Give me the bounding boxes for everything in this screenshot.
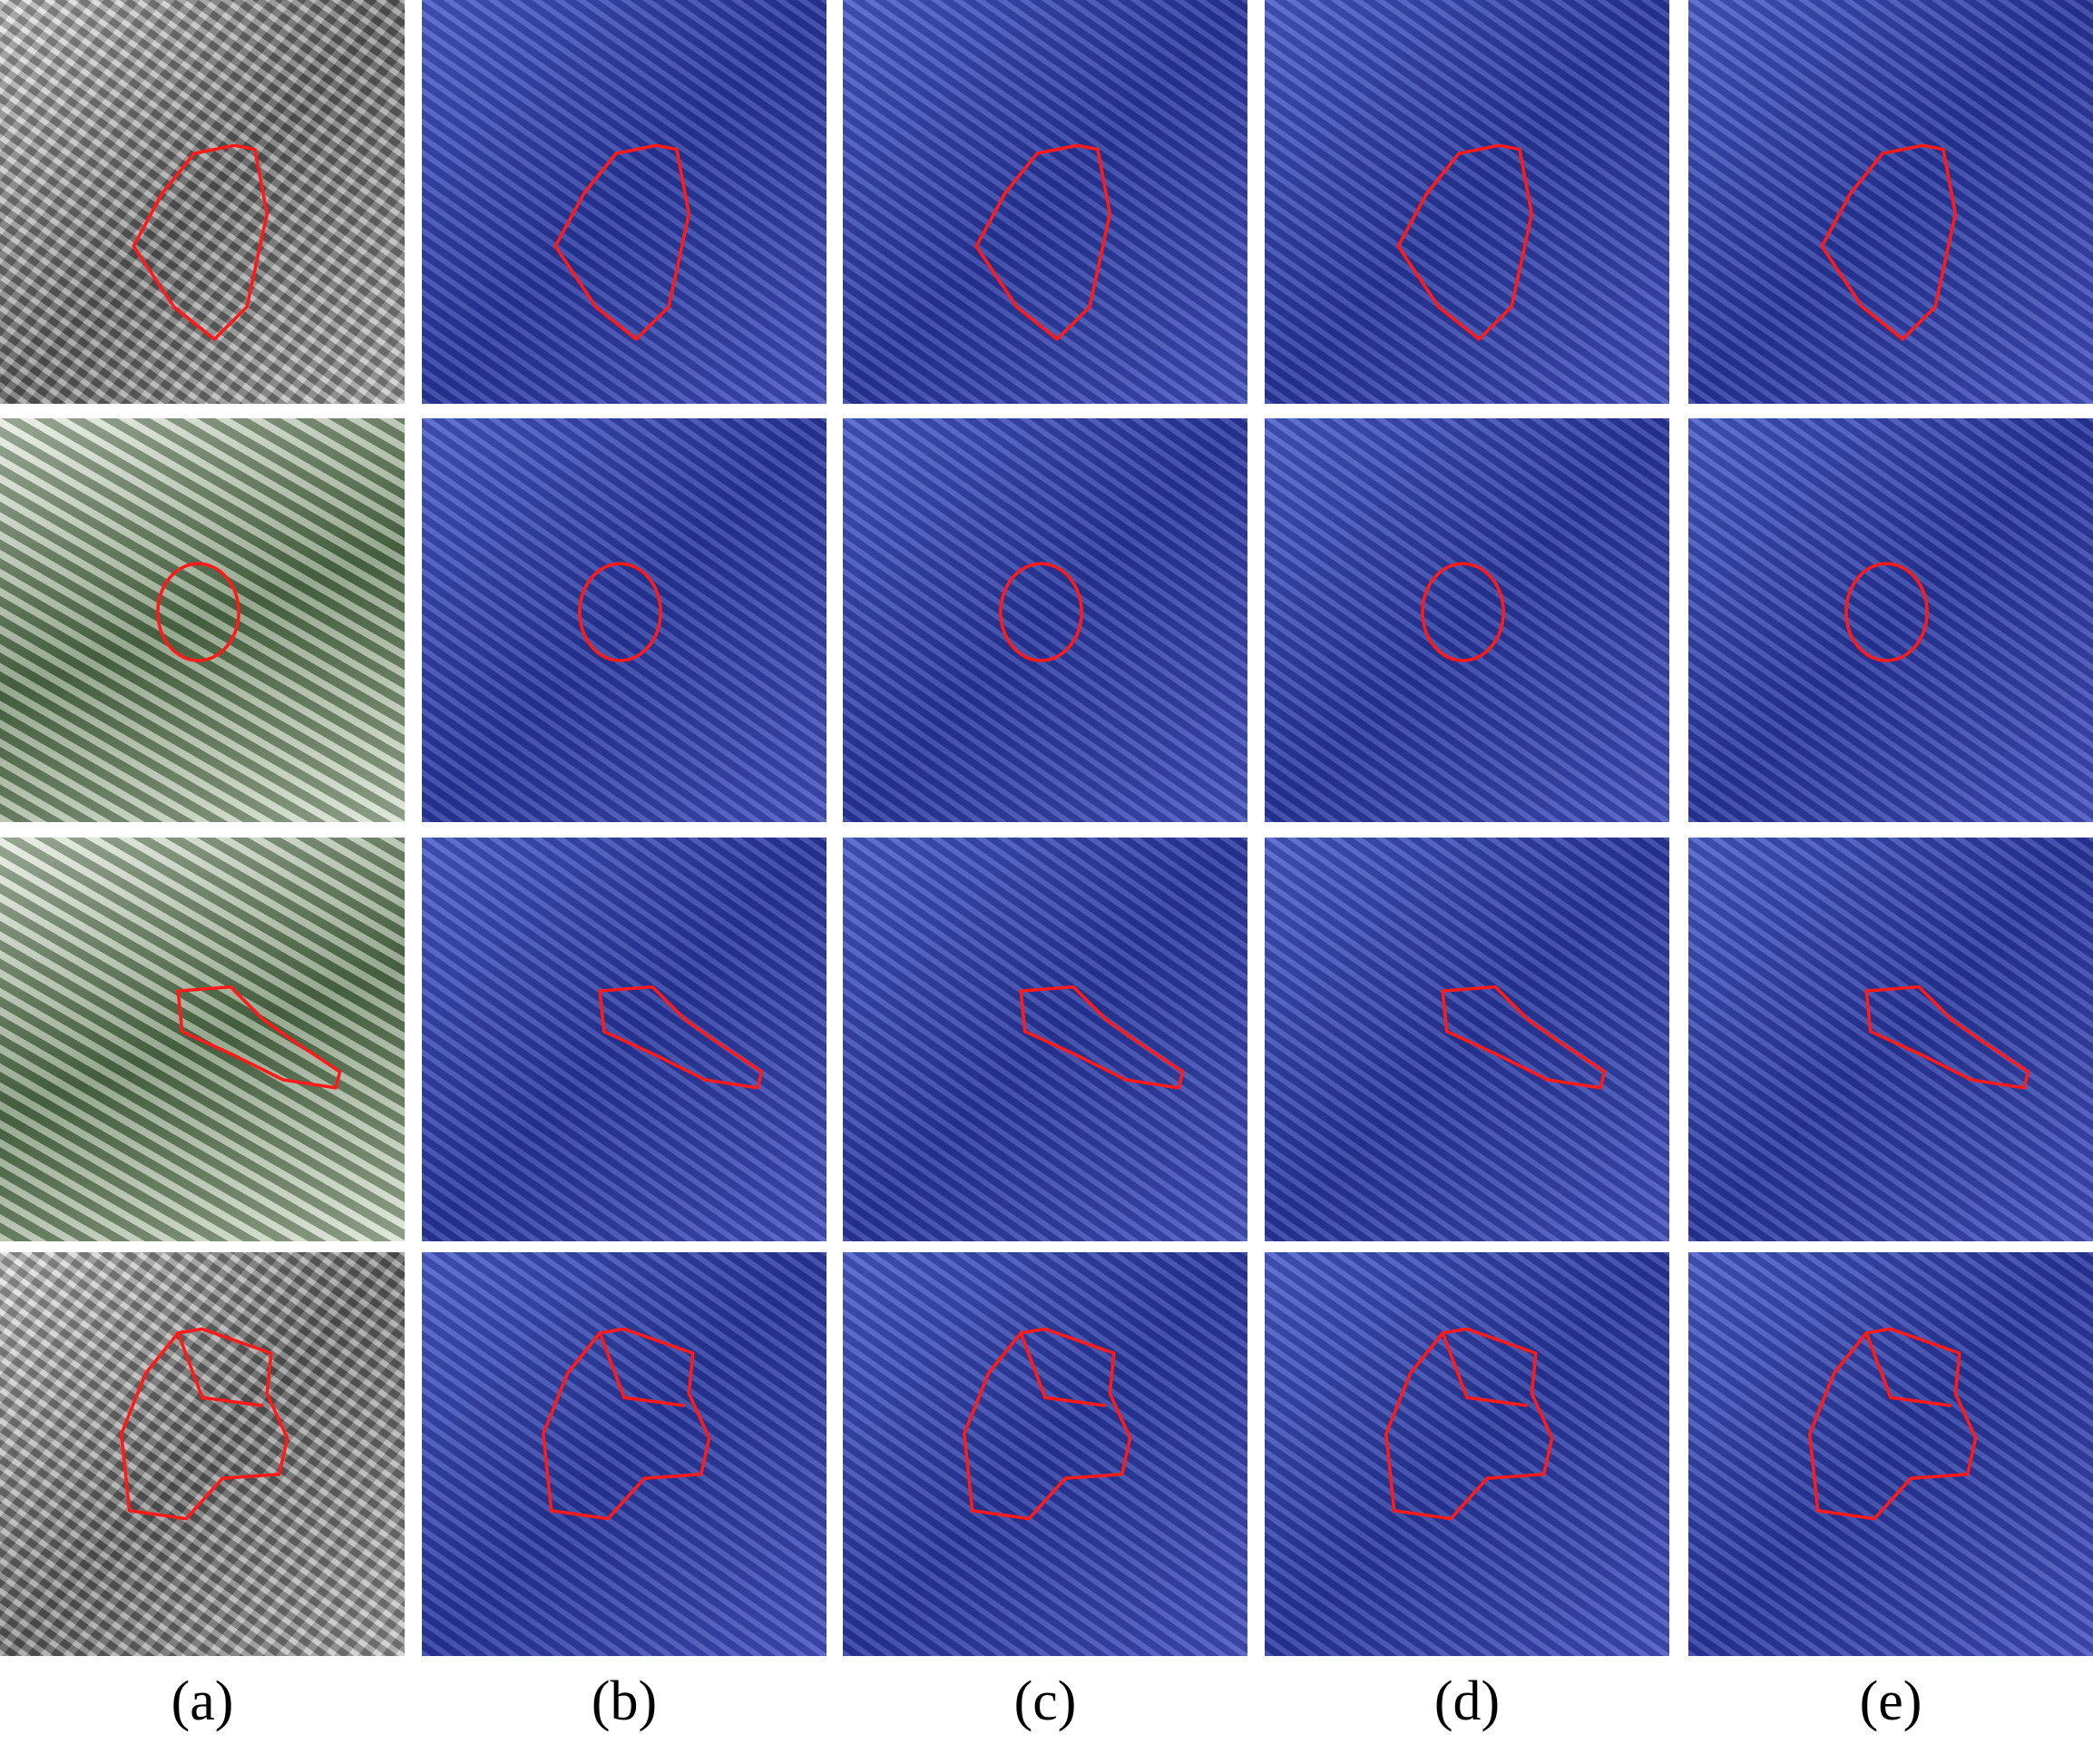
heatmap-overlay xyxy=(422,1252,826,1656)
panel-d-row3 xyxy=(1265,838,1669,1241)
panel-b-row3 xyxy=(422,838,826,1241)
heatmap-overlay xyxy=(1688,418,2093,822)
panel-c-row3 xyxy=(843,838,1247,1241)
heatmap-overlay xyxy=(422,0,826,404)
landslide-outline xyxy=(1384,1327,1554,1521)
heatmap-overlay xyxy=(1688,1252,2093,1656)
panel-d-row2 xyxy=(1265,418,1669,822)
panel-a-row3 xyxy=(0,838,405,1241)
landslide-outline xyxy=(999,562,1083,662)
landslide-outline xyxy=(598,985,764,1090)
panel-b-row1 xyxy=(422,0,826,404)
panel-a-row2 xyxy=(0,418,405,822)
landslide-outline xyxy=(578,562,662,662)
heatmap-overlay xyxy=(422,418,826,822)
panel-c-row2 xyxy=(843,418,1247,822)
panel-d-row1 xyxy=(1265,0,1669,404)
heatmap-overlay xyxy=(1688,0,2093,404)
landslide-outline xyxy=(1820,143,1958,341)
landslide-outline xyxy=(974,143,1112,341)
landslide-outline xyxy=(542,1327,711,1521)
panel-c-row1 xyxy=(843,0,1247,404)
panel-a-row4 xyxy=(0,1252,405,1656)
panel-a-row1 xyxy=(0,0,405,404)
satellite-image xyxy=(0,418,405,822)
panel-e-row1 xyxy=(1688,0,2093,404)
panel-e-row4 xyxy=(1688,1252,2093,1656)
heatmap-overlay xyxy=(843,418,1247,822)
panel-d-row4 xyxy=(1265,1252,1669,1656)
landslide-outline xyxy=(1441,985,1607,1090)
label-c: (c) xyxy=(1013,1671,1077,1732)
label-d: (d) xyxy=(1433,1671,1501,1732)
label-b: (b) xyxy=(591,1671,658,1732)
landslide-outline xyxy=(1844,562,1929,662)
landslide-outline xyxy=(1396,143,1534,341)
satellite-image xyxy=(0,1252,405,1656)
landslide-outline xyxy=(1421,562,1505,662)
landslide-outline xyxy=(156,562,240,662)
heatmap-overlay xyxy=(1265,0,1669,404)
landslide-outline xyxy=(1808,1327,1978,1521)
landslide-outline xyxy=(132,143,269,341)
panel-e-row3 xyxy=(1688,838,2093,1241)
label-e: (e) xyxy=(1859,1671,1922,1732)
landslide-outline xyxy=(1864,985,2030,1090)
satellite-image xyxy=(0,0,405,404)
panel-b-row2 xyxy=(422,418,826,822)
heatmap-overlay xyxy=(843,0,1247,404)
heatmap-overlay xyxy=(843,1252,1247,1656)
heatmap-overlay xyxy=(1265,418,1669,822)
landslide-outline xyxy=(553,143,691,341)
label-a: (a) xyxy=(171,1671,234,1732)
heatmap-overlay xyxy=(1265,1252,1669,1656)
landslide-outline xyxy=(1019,985,1185,1090)
panel-e-row2 xyxy=(1688,418,2093,822)
panel-b-row4 xyxy=(422,1252,826,1656)
panel-c-row4 xyxy=(843,1252,1247,1656)
landslide-outline xyxy=(963,1327,1132,1521)
landslide-outline xyxy=(120,1327,289,1521)
landslide-outline xyxy=(176,985,342,1090)
